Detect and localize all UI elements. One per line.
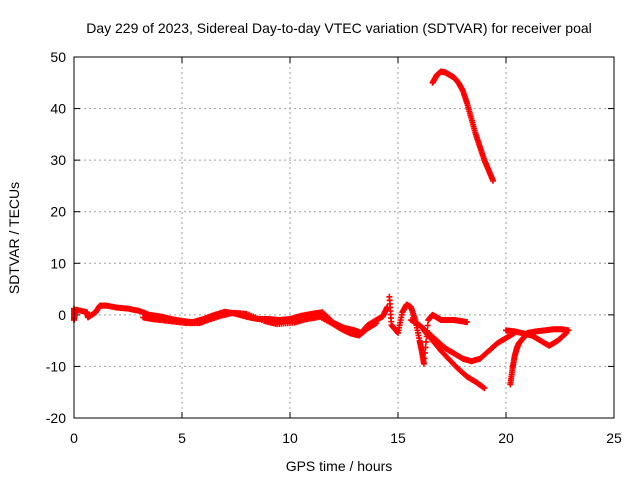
data-point bbox=[420, 360, 427, 367]
series-tail-2 bbox=[503, 327, 570, 349]
x-tick-label: 25 bbox=[606, 430, 622, 446]
y-tick-label: -10 bbox=[46, 358, 66, 374]
points-layer bbox=[71, 68, 572, 392]
y-axis-label: SDTVAR / TECUs bbox=[6, 182, 22, 294]
x-tick-label: 20 bbox=[498, 430, 514, 446]
data-point bbox=[373, 320, 380, 327]
x-tick-label: 15 bbox=[390, 430, 406, 446]
y-tick-label: 20 bbox=[50, 204, 66, 220]
x-axis-label: GPS time / hours bbox=[286, 458, 393, 474]
data-point bbox=[481, 385, 488, 392]
grid-layer bbox=[74, 57, 614, 418]
data-point bbox=[490, 177, 497, 184]
plot-frame bbox=[73, 56, 615, 419]
ticks-layer: 0 5 10 15 20 25 -20 -10 0 10 20 30 40 50 bbox=[46, 49, 622, 446]
data-point bbox=[464, 319, 471, 326]
series-tail bbox=[507, 326, 572, 388]
y-tick-label: -20 bbox=[46, 410, 66, 426]
series-dip-b bbox=[420, 327, 488, 392]
y-tick-label: 50 bbox=[50, 49, 66, 65]
data-point bbox=[562, 330, 569, 337]
data-point bbox=[421, 355, 428, 362]
y-tick-label: 40 bbox=[50, 101, 66, 117]
x-tick-label: 0 bbox=[70, 430, 78, 446]
x-tick-label: 10 bbox=[282, 430, 298, 446]
y-tick-label: 0 bbox=[58, 307, 66, 323]
data-point bbox=[423, 338, 430, 345]
data-point bbox=[422, 349, 428, 356]
y-tick-label: 30 bbox=[50, 152, 66, 168]
series-band-2 bbox=[140, 309, 380, 339]
x-tick-label: 5 bbox=[178, 430, 186, 446]
series-arc-high bbox=[429, 68, 497, 184]
data-point bbox=[422, 344, 429, 351]
series-dip-a bbox=[407, 317, 518, 365]
chart-title: Day 229 of 2023, Sidereal Day-to-day VTE… bbox=[86, 20, 592, 36]
data-point bbox=[563, 329, 570, 336]
data-point bbox=[424, 322, 431, 329]
y-tick-label: 10 bbox=[50, 255, 66, 271]
